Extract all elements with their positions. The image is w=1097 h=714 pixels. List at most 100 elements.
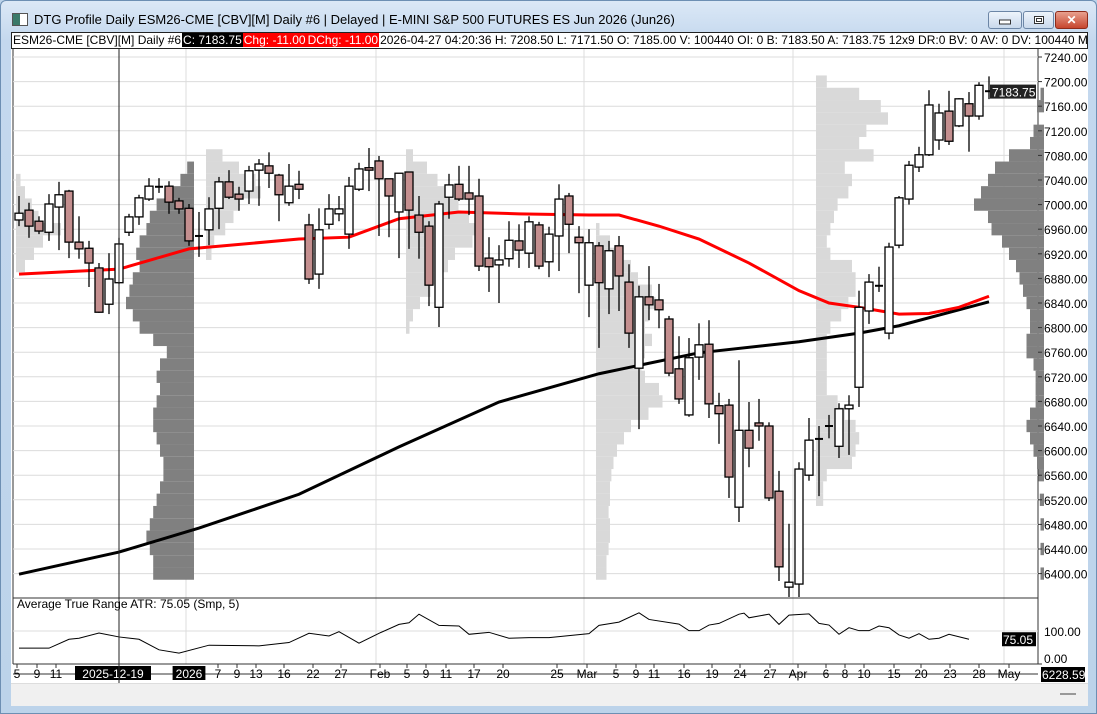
candle-body [374, 160, 384, 180]
volume-profile-bar [596, 505, 609, 519]
volume-profile-bar [146, 223, 194, 236]
candle [284, 164, 294, 206]
candle-body [244, 170, 254, 192]
candle [875, 266, 883, 292]
y-tick-label: 6560.00 [1044, 469, 1088, 483]
candle [64, 189, 74, 259]
volume-profile-bar [596, 530, 610, 543]
candle [274, 173, 284, 222]
candle [854, 290, 864, 407]
candle [174, 197, 184, 214]
candle [714, 392, 724, 444]
y-tick-label: 7000.00 [1044, 199, 1088, 213]
volume-profile-bar [816, 112, 888, 125]
volume-profile-bar [988, 173, 1044, 187]
candle [894, 195, 904, 249]
resize-grip-icon[interactable] [1060, 693, 1076, 695]
candle [234, 186, 244, 211]
volume-profile-bar [1030, 136, 1044, 150]
volume-profile-bar [166, 346, 194, 359]
volume-profile-bar [1030, 407, 1044, 420]
candle-body [834, 408, 844, 447]
candle [784, 523, 794, 597]
volume-profile-bar [596, 493, 610, 506]
y-tick-label: 6480.00 [1044, 518, 1088, 532]
maximize-button[interactable] [1023, 11, 1054, 29]
volume-profile-bar [153, 567, 194, 580]
candle [524, 216, 534, 268]
candle [964, 92, 974, 152]
volume-profile-bar [139, 259, 194, 273]
candle [825, 414, 833, 439]
candle-body [624, 281, 634, 334]
candle [134, 194, 144, 225]
candle [84, 240, 94, 288]
volume-profile-bar [153, 333, 194, 347]
volume-profile-bar [816, 247, 831, 260]
candle [24, 202, 34, 238]
close-button[interactable]: ✕ [1055, 11, 1088, 29]
volume-profile-bar [132, 309, 194, 322]
y-tick-label: 7200.00 [1044, 76, 1088, 90]
candle-body [364, 167, 374, 171]
volume-profile-bar [816, 395, 838, 408]
y-tick-label: 7160.00 [1044, 100, 1088, 114]
volume-profile-bar [816, 321, 831, 334]
volume-profile-bar [163, 456, 194, 470]
candle [864, 274, 874, 324]
price-chart[interactable]: 7240.007200.007160.007120.007080.007040.… [11, 49, 1088, 683]
chart-area[interactable]: 7240.00 7200.00 7160.00 7120.00 7080.00 7040.… [11, 49, 1088, 683]
title-bar[interactable]: DTG Profile Daily ESM26-CME [CBV][M] Dai… [1, 1, 1096, 31]
candle-body [314, 229, 324, 275]
candle [264, 152, 274, 188]
x-tick-label: 19 [705, 667, 719, 681]
symbol-label: ESM26-CME [CBV][M] Daily #6 [13, 33, 182, 47]
y-tick-label: 7080.00 [1044, 149, 1088, 163]
candle [724, 398, 734, 498]
volume-profile-bar [1009, 247, 1044, 260]
volume-profile-bar [1037, 456, 1044, 470]
volume-profile-bar [1026, 333, 1044, 347]
volume-profile-bar [129, 284, 194, 297]
volume-profile-bar [816, 173, 852, 187]
minimize-icon [999, 19, 1011, 25]
candle [844, 395, 854, 455]
candle [54, 181, 64, 251]
moving-average-slow [18, 300, 990, 576]
volume-profile-bar [1040, 542, 1044, 556]
volume-profile-bar [16, 198, 32, 211]
x-tick-label: 20 [914, 667, 928, 681]
candle-body [34, 220, 44, 232]
cursor-price-marker [1041, 667, 1085, 682]
data-window-bar: ESM26-CME [CBV][M] Daily #6 C: 7183.75 Chg… [11, 32, 1088, 49]
volume-profile-bar [816, 87, 860, 101]
candle [534, 221, 544, 270]
candle-body [254, 163, 264, 171]
atr-title: Average True Range ATR: 75.05 (Smp, 5) [17, 597, 239, 611]
candle-body [54, 194, 64, 208]
candle-body [554, 198, 564, 237]
volume-profile-bar [1016, 259, 1044, 273]
volume-profile-bar [1035, 382, 1044, 396]
atr-last-marker [1002, 632, 1036, 647]
y-tick-label: 6640.00 [1044, 420, 1088, 434]
x-tick-label: 25 [550, 667, 564, 681]
volume-profile-bar [816, 370, 827, 383]
volume-profile-bar [596, 395, 663, 408]
candle-body [954, 98, 964, 127]
candle [44, 194, 54, 241]
minimize-button[interactable] [988, 11, 1022, 29]
volume-profile-bar [160, 358, 194, 371]
candle [734, 360, 744, 522]
candle [594, 242, 604, 348]
candle-body [934, 112, 944, 141]
candle [924, 90, 934, 157]
candle-body [634, 296, 644, 369]
volume-profile-bar [1009, 149, 1044, 162]
x-tick-label: 5 [613, 667, 620, 681]
candle [954, 98, 964, 128]
volume-profile-bar [816, 223, 831, 236]
x-tick-label: 11 [50, 667, 63, 681]
volume-profile-bar [406, 309, 413, 322]
volume-profile-bar [816, 493, 824, 506]
